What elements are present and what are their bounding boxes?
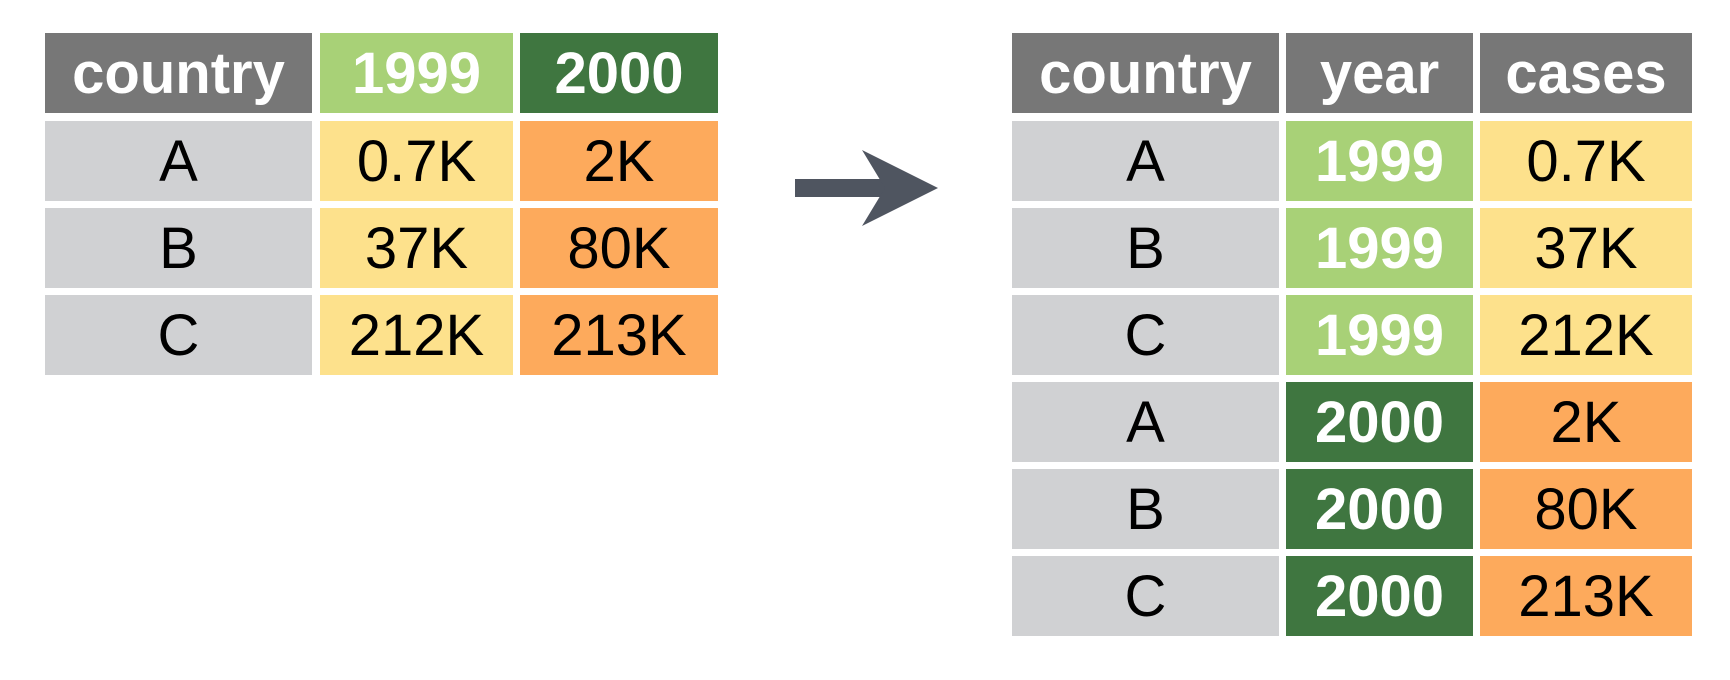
long-country-cell: C [1012, 295, 1279, 375]
long-cases-cell: 0.7K [1480, 121, 1692, 201]
wide-1999-cell: 212K [320, 295, 513, 375]
long-header-cell: country [1012, 33, 1279, 113]
long-year-cell: 1999 [1286, 121, 1473, 201]
wide-header-cell: 2000 [520, 33, 718, 113]
wide-2000-cell: 213K [520, 295, 718, 375]
long-country-cell: B [1012, 469, 1279, 549]
long-year-cell: 1999 [1286, 208, 1473, 288]
wide-country-cell: C [45, 295, 312, 375]
long-cases-cell: 213K [1480, 556, 1692, 636]
long-cases-cell: 80K [1480, 469, 1692, 549]
long-year-cell: 2000 [1286, 382, 1473, 462]
wide-country-cell: B [45, 208, 312, 288]
wide-1999-cell: 0.7K [320, 121, 513, 201]
long-cases-cell: 37K [1480, 208, 1692, 288]
long-year-cell: 2000 [1286, 556, 1473, 636]
wide-header-cell: 1999 [320, 33, 513, 113]
long-country-cell: A [1012, 121, 1279, 201]
wide-country-cell: A [45, 121, 312, 201]
wide-2000-cell: 80K [520, 208, 718, 288]
long-year-cell: 2000 [1286, 469, 1473, 549]
arrow-right-icon [795, 150, 938, 226]
long-country-cell: B [1012, 208, 1279, 288]
long-cases-cell: 212K [1480, 295, 1692, 375]
long-cases-cell: 2K [1480, 382, 1692, 462]
long-header-cell: cases [1480, 33, 1692, 113]
long-country-cell: C [1012, 556, 1279, 636]
wide-header-cell: country [45, 33, 312, 113]
long-year-cell: 1999 [1286, 295, 1473, 375]
long-header-cell: year [1286, 33, 1473, 113]
wide-1999-cell: 37K [320, 208, 513, 288]
wide-2000-cell: 2K [520, 121, 718, 201]
long-country-cell: A [1012, 382, 1279, 462]
